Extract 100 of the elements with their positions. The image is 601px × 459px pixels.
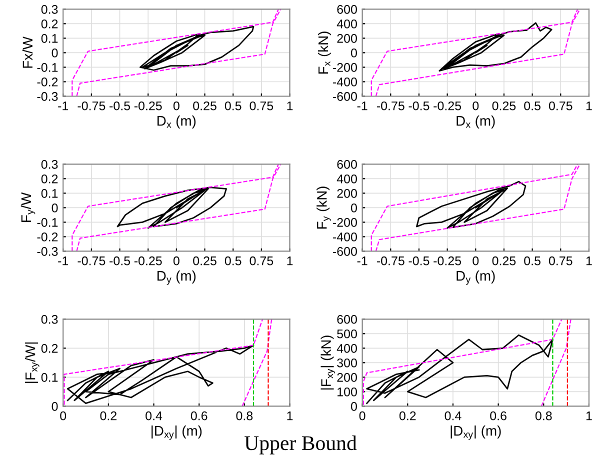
x-tick-label: -1 — [58, 256, 68, 266]
y-tick-label: -200 — [332, 218, 357, 227]
x-tick-label: 0.5 — [224, 101, 242, 110]
x-tick-label: 1 — [287, 256, 293, 266]
x-tick-label: 0.2 — [100, 411, 116, 420]
x-tick-label: 1 — [287, 102, 293, 110]
y-tick-label: -0.1 — [37, 218, 58, 227]
x-axis-title: D$_{y}$ (m) — [456, 270, 495, 285]
y-tick-label: 0.2 — [41, 19, 58, 28]
y-axis-title: F$_{y}$ (kN) — [316, 186, 331, 229]
y-tick-label: 200 — [337, 34, 357, 43]
x-tick-label: -0.5 — [408, 101, 430, 110]
y-tick-label: 400 — [336, 344, 357, 353]
y-axis-title: F$_{y}$/W — [20, 192, 36, 222]
y-tick-label: 400 — [336, 19, 357, 28]
y-tick-label: 0.3 — [41, 4, 58, 14]
y-tick-label: 0 — [52, 48, 58, 58]
y-tick-label: -0.3 — [37, 92, 58, 101]
y-tick-label: 600 — [337, 160, 357, 169]
y-axis-title: Fx/W — [22, 36, 33, 68]
y-tick-label: -0.1 — [37, 63, 58, 72]
x-tick-label: 1 — [586, 102, 592, 110]
x-tick-label: 0 — [359, 411, 366, 420]
y-tick-label: -400 — [332, 232, 357, 242]
x-tick-label: 0.5 — [524, 101, 540, 110]
x-tick-label: -0.25 — [434, 101, 462, 110]
y-tick-label: 600 — [337, 4, 357, 14]
x-tick-label: 0.5 — [524, 256, 540, 266]
x-axis-title: |D$_{xy}$| (m) — [152, 426, 202, 440]
y-tick-label: 200 — [337, 372, 357, 382]
x-tick-label: 0.5 — [224, 256, 242, 266]
x-tick-label: 1 — [586, 412, 592, 420]
x-tick-label: 0 — [173, 101, 180, 110]
y-tick-label: 0.1 — [41, 372, 58, 382]
y-tick-label: 0.2 — [41, 344, 58, 353]
y-tick-label: 0.2 — [41, 174, 58, 184]
x-tick-label: -1 — [357, 102, 368, 110]
x-tick-label: -0.5 — [110, 256, 130, 266]
x-tick-label: 0.75 — [250, 256, 274, 266]
x-tick-label: 0 — [472, 256, 479, 266]
x-tick-label: -0.75 — [78, 256, 106, 266]
x-tick-label: 0.4 — [146, 411, 162, 420]
y-tick-label: -200 — [332, 63, 357, 72]
x-axis-title: |D$_{xy}$| (m) — [450, 426, 501, 440]
x-tick-label: 1 — [287, 412, 293, 420]
x-tick-label: 0.75 — [548, 256, 572, 266]
x-tick-label: -0.25 — [134, 256, 162, 266]
y-tick-label: 0.1 — [41, 188, 58, 198]
y-tick-label: 0.3 — [41, 160, 58, 169]
y-tick-label: -0.3 — [37, 247, 58, 256]
y-tick-label: 300 — [337, 358, 357, 368]
y-tick-label: -600 — [332, 92, 357, 101]
x-tick-label: 0.6 — [190, 411, 208, 420]
x-tick-label: -0.5 — [408, 256, 430, 266]
x-axis-title: D$_{y}$ (m) — [158, 270, 196, 285]
y-axis-title: |F$_{xy}$| (kN) — [320, 336, 336, 390]
y-tick-label: 0 — [52, 402, 58, 411]
y-axis-title: F$_{x}$ (kN) — [318, 32, 331, 74]
x-tick-label: 0.4 — [444, 411, 462, 420]
x-tick-label: 0.25 — [492, 256, 516, 266]
y-tick-label: 0 — [350, 402, 357, 411]
x-tick-label: 0.25 — [193, 101, 216, 110]
y-tick-label: 600 — [337, 314, 357, 324]
y-tick-label: 400 — [336, 174, 357, 184]
x-tick-label: 0.2 — [399, 411, 416, 420]
x-tick-label: -1 — [357, 256, 368, 266]
y-axis-title: |F$_{xy}$/W| — [25, 342, 40, 383]
x-tick-label: -0.75 — [376, 256, 404, 266]
y-tick-label: -0.2 — [37, 232, 58, 242]
x-tick-label: 0 — [60, 411, 66, 420]
y-tick-label: -0.2 — [37, 78, 58, 86]
x-axis-title: D$_{x}$ (m) — [456, 116, 495, 128]
x-tick-label: 0.8 — [535, 411, 552, 420]
y-tick-label: 0 — [350, 204, 357, 212]
x-tick-label: 0 — [173, 256, 180, 266]
x-axis-title: D$_{x}$ (m) — [158, 116, 196, 128]
x-tick-label: 0.75 — [548, 101, 572, 110]
y-tick-label: -600 — [332, 247, 357, 256]
x-tick-label: 0 — [472, 101, 479, 110]
x-tick-label: 1 — [586, 256, 592, 266]
y-tick-label: -400 — [332, 78, 357, 86]
y-tick-label: 0 — [350, 48, 357, 58]
x-tick-label: -0.25 — [434, 256, 462, 266]
text: Upper Bound — [244, 436, 357, 454]
y-tick-label: 0 — [52, 204, 58, 212]
y-tick-label: 0.1 — [41, 34, 58, 43]
y-tick-label: 200 — [337, 188, 357, 198]
x-tick-label: -0.75 — [78, 101, 106, 110]
x-tick-label: -1 — [58, 102, 68, 110]
x-tick-label: 0.75 — [250, 101, 274, 110]
x-tick-label: 0.8 — [236, 411, 253, 420]
x-tick-label: -0.25 — [134, 101, 162, 110]
y-tick-label: 0.3 — [41, 314, 58, 324]
y-tick-label: 500 — [337, 329, 357, 338]
x-tick-label: -0.5 — [110, 101, 130, 110]
x-tick-label: 0.25 — [193, 256, 216, 266]
x-tick-label: 0.6 — [490, 411, 506, 420]
x-tick-label: 0.25 — [492, 101, 516, 110]
x-tick-label: -0.75 — [376, 101, 404, 110]
y-tick-label: 100 — [338, 388, 357, 396]
